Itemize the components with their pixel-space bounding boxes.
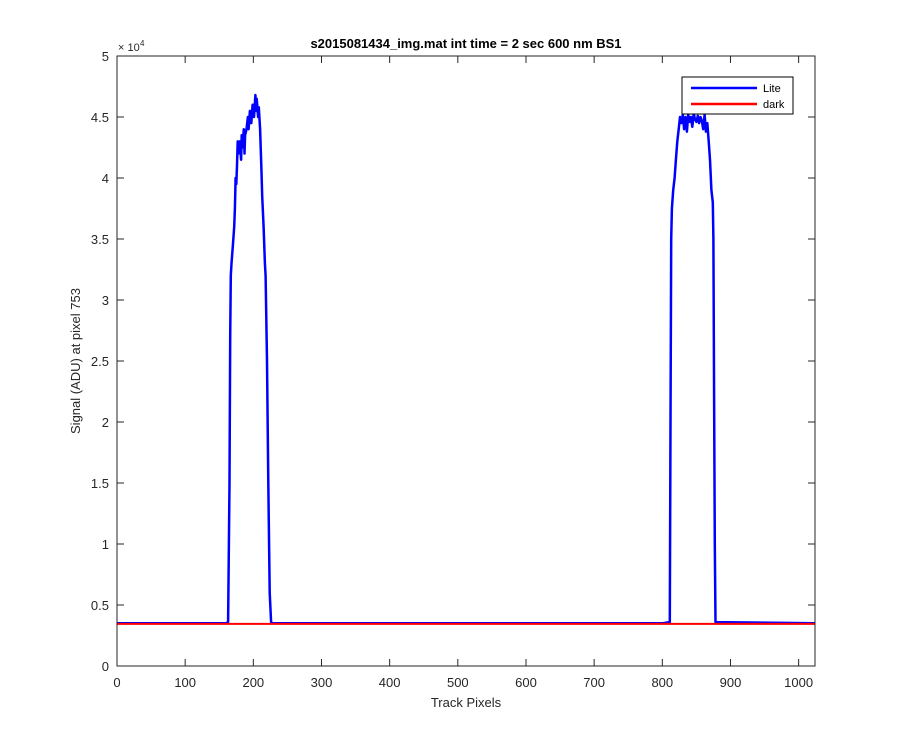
series-line-lite: [117, 93, 816, 625]
y-tick-label: 1: [102, 537, 109, 552]
legend-box: [681, 76, 794, 115]
x-tick-label: 1000: [784, 675, 813, 690]
y-tick-label: 5: [102, 49, 109, 64]
x-axis: 0 100 200 300 400 500 600 700 800 900 1000: [113, 56, 813, 690]
x-axis-label: Track Pixels: [431, 695, 502, 710]
y-axis: 0 0.5 1 1.5 2 2.5 3 3.5 4 4.5 5: [91, 49, 815, 674]
y-tick-label: 3.5: [91, 232, 109, 247]
x-tick-label: 900: [720, 675, 742, 690]
y-tick-label: 2: [102, 415, 109, 430]
x-tick-label: 300: [311, 675, 333, 690]
x-tick-label: 500: [447, 675, 469, 690]
series-layer: [117, 93, 816, 625]
y-axis-label: Signal (ADU) at pixel 753: [68, 288, 83, 434]
y-tick-label: 2.5: [91, 354, 109, 369]
x-tick-label: 600: [515, 675, 537, 690]
y-tick-label: 1.5: [91, 476, 109, 491]
x-tick-label: 0: [113, 675, 120, 690]
y-exponent-base: × 10: [118, 42, 140, 54]
legend-label-lite: Lite: [763, 83, 781, 95]
x-tick-label: 100: [174, 675, 196, 690]
y-tick-label: 4: [102, 171, 109, 186]
y-tick-label: 0: [102, 659, 109, 674]
plot-area: [117, 56, 815, 666]
y-tick-label: 0.5: [91, 598, 109, 613]
legend-label-dark: dark: [763, 99, 785, 111]
y-tick-label: 3: [102, 293, 109, 308]
x-tick-label: 700: [583, 675, 605, 690]
x-tick-label: 800: [651, 675, 673, 690]
x-tick-label: 200: [242, 675, 264, 690]
legend: Lite dark: [681, 76, 794, 115]
x-tick-label: 400: [379, 675, 401, 690]
y-tick-label: 4.5: [91, 110, 109, 125]
chart-title: s2015081434_img.mat int time = 2 sec 600…: [310, 36, 621, 51]
y-exponent-power: 4: [140, 39, 145, 48]
